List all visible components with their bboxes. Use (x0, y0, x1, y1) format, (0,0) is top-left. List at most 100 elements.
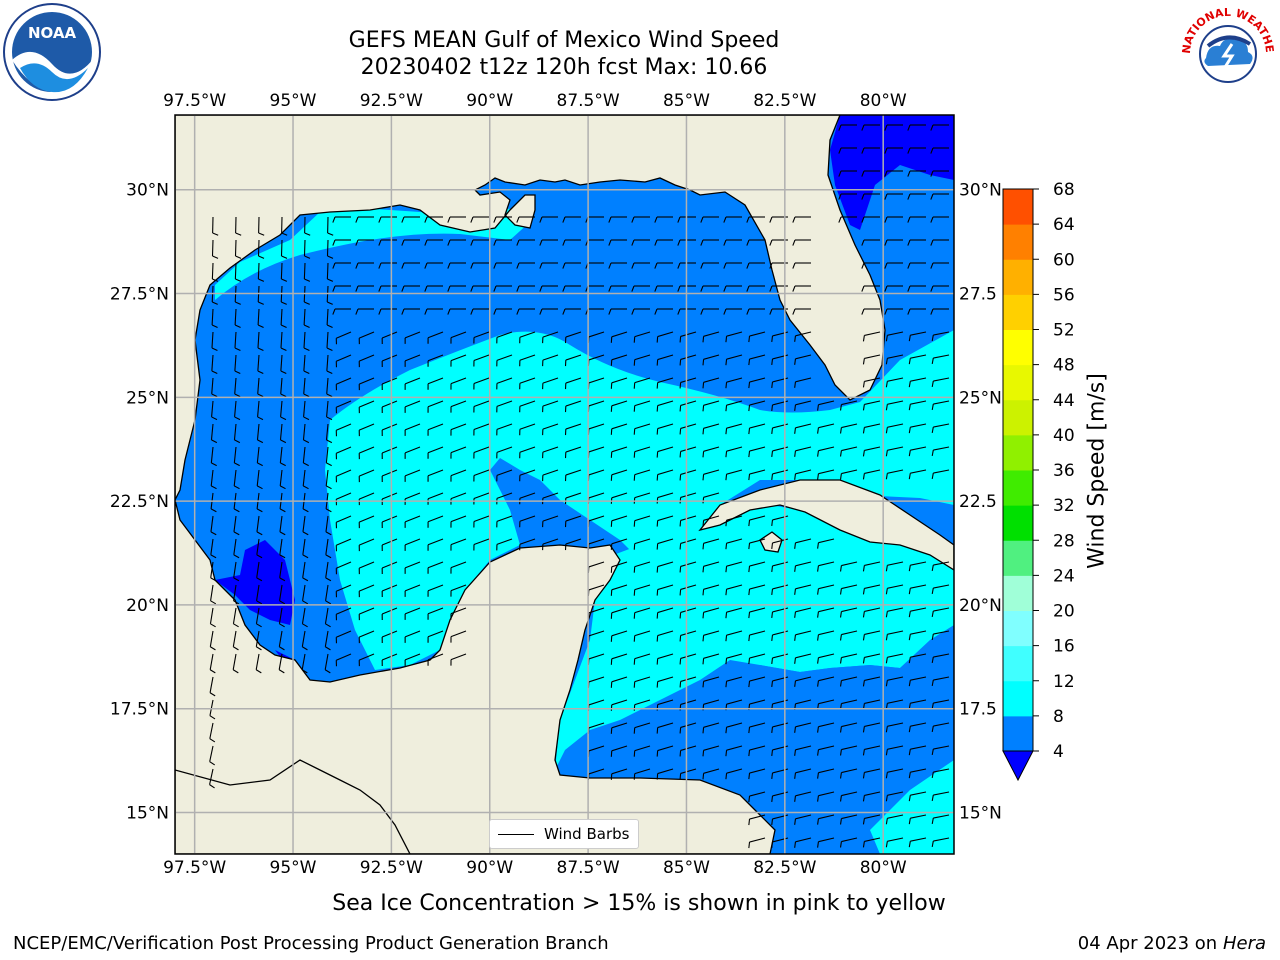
wind-barb (450, 584, 467, 597)
wind-barb (610, 768, 628, 780)
wind-barb (907, 308, 926, 315)
wind-barb (633, 676, 651, 688)
wind-barb (794, 446, 812, 457)
wind-barb (861, 262, 880, 269)
wind-barb (679, 745, 697, 757)
wind-barb (861, 216, 880, 223)
wind-barb (677, 262, 696, 269)
wind-barb (908, 377, 927, 388)
wind-barb (631, 308, 650, 315)
lat-tick-right: 27.5 (959, 285, 997, 305)
wind-barb (473, 423, 490, 436)
lat-tick-right: 17.5 (959, 700, 997, 720)
wind-barb (838, 147, 857, 154)
wind-barb (256, 469, 263, 490)
wind-barb (748, 745, 766, 757)
wind-barb (279, 469, 286, 490)
wind-barb (427, 400, 444, 413)
wind-barb (839, 400, 858, 411)
wind-barb (700, 216, 719, 223)
wind-barb (884, 239, 903, 246)
wind-barb (608, 239, 627, 246)
wind-barb (700, 308, 719, 315)
wind-barb (908, 423, 927, 434)
wind-barb (794, 837, 812, 848)
wind-barb (325, 423, 333, 444)
wind-barb (654, 308, 673, 315)
wind-barb (792, 216, 811, 223)
wind-barb (542, 538, 559, 551)
wind-barb (358, 561, 375, 575)
wind-barb (746, 262, 765, 269)
wind-barb (930, 262, 949, 269)
wind-barb (794, 630, 812, 641)
lat-tick-left: 22.5°N (110, 492, 169, 512)
legend-line-icon (498, 833, 534, 835)
wind-barb (862, 630, 881, 641)
colorbar-tick-label: 52 (1053, 321, 1075, 341)
wind-barb (401, 216, 420, 223)
wind-barb (633, 400, 651, 412)
wind-barb (931, 584, 950, 595)
wind-barb (234, 354, 241, 375)
colorbar-segment (1003, 224, 1033, 260)
wind-barb (702, 515, 720, 527)
wind-barb (358, 423, 375, 437)
wind-barb (885, 791, 904, 802)
wind-barb (210, 515, 217, 536)
wind-barb (325, 446, 332, 467)
wind-barb (470, 262, 489, 269)
wind-barb (794, 423, 812, 434)
wind-barb (794, 814, 812, 825)
wind-barb (679, 538, 697, 550)
wind-barb (335, 515, 352, 529)
wind-barb (355, 216, 374, 223)
wind-barb (700, 239, 719, 246)
wind-barb (233, 423, 241, 444)
wind-barb (839, 469, 858, 480)
wind-barb (702, 630, 720, 642)
wind-barb (656, 469, 674, 481)
wind-barb (930, 216, 949, 223)
colorbar-segment (1003, 540, 1033, 576)
wind-barb (493, 308, 512, 315)
colorbar-tick-label: 64 (1053, 215, 1075, 235)
wind-barb (794, 722, 812, 733)
wind-barb (210, 561, 217, 582)
wind-barb (210, 538, 217, 559)
wind-barb (884, 193, 903, 200)
wind-barb (539, 239, 558, 246)
wind-barb (748, 837, 766, 849)
wind-barb (862, 653, 881, 664)
wind-barb (931, 446, 950, 457)
wind-barb (656, 584, 674, 596)
wind-barb (908, 791, 927, 802)
lon-tick-top: 80°W (860, 91, 907, 111)
wind-barb (233, 469, 240, 490)
wind-barb (610, 377, 628, 389)
wind-barb (654, 285, 673, 292)
wind-barb (303, 239, 311, 259)
wind-barb (447, 285, 466, 292)
wind-speed-band-8-12 (215, 205, 954, 854)
wind-barb (702, 492, 720, 504)
wind-barb (885, 377, 904, 388)
wind-barb (862, 469, 881, 480)
wind-barb (748, 377, 766, 389)
wind-barb (931, 377, 950, 388)
wind-barb (358, 492, 375, 506)
wind-barb (450, 515, 467, 528)
land-isla-juventud (759, 531, 783, 553)
lon-tick-top: 82.5°W (753, 91, 816, 111)
wind-barb (702, 538, 720, 550)
wind-barb (233, 515, 240, 536)
wind-barb (358, 607, 375, 621)
wind-barb (610, 745, 628, 757)
wind-barb (280, 262, 288, 282)
wind-barb (654, 239, 673, 246)
wind-barb (401, 239, 420, 246)
wind-barb (885, 676, 904, 687)
wind-barb (404, 446, 421, 459)
lat-tick-right: 15°N (959, 803, 1002, 823)
